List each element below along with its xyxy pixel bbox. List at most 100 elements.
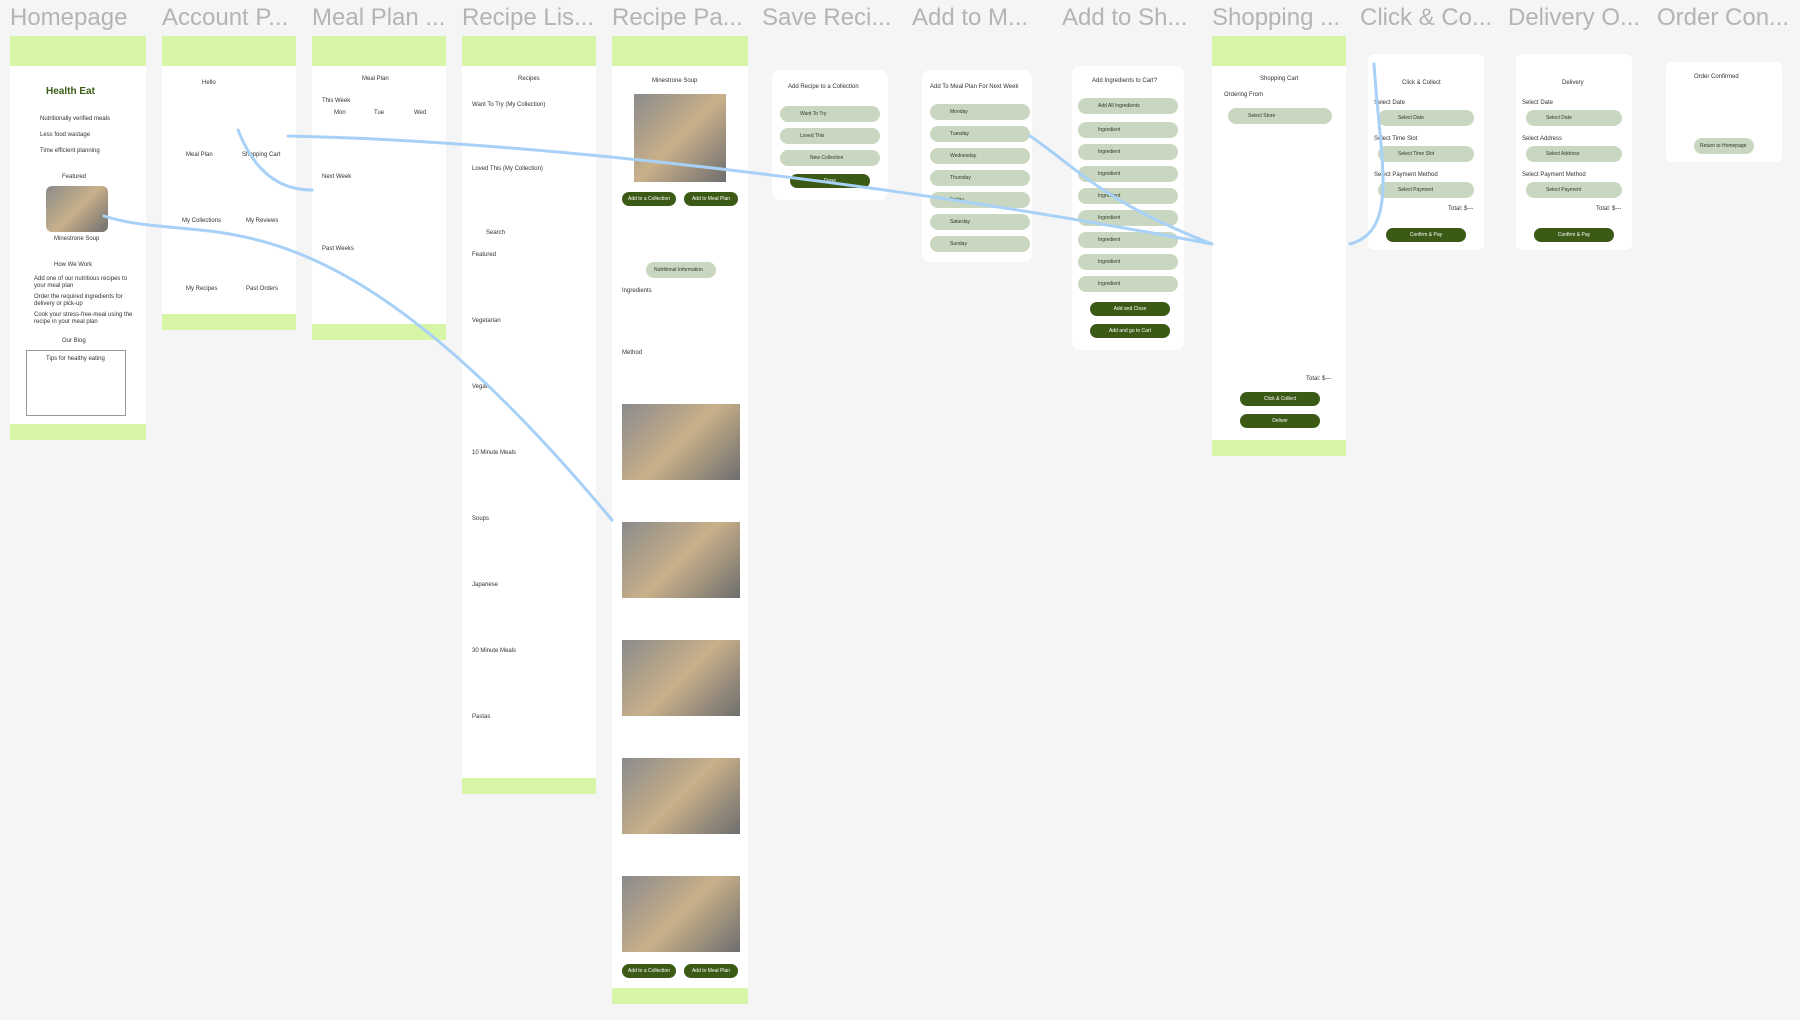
payment-select[interactable]: Select Payment [1526, 182, 1622, 198]
footer [10, 424, 146, 440]
day-label: Tue [374, 110, 385, 116]
frame-title: Add to Sh... [1062, 4, 1188, 31]
featured-heading: Featured [62, 174, 87, 180]
date-select[interactable]: Select Date [1378, 110, 1474, 126]
frame-title: Click & Co... [1360, 4, 1493, 31]
featured-image[interactable] [46, 186, 108, 232]
tile-my-reviews[interactable]: My Reviews [246, 218, 279, 224]
page-title: Click & Collect [1402, 80, 1441, 86]
tile-my-recipes[interactable]: My Recipes [186, 286, 218, 292]
app-header [10, 36, 146, 66]
payment-select[interactable]: Select Payment [1378, 182, 1474, 198]
day-option[interactable]: Wednesday [930, 148, 1030, 164]
frame-title: Save Reci... [762, 4, 892, 31]
ingredients-heading: Ingredients [622, 288, 652, 294]
day-option[interactable]: Friday [930, 192, 1030, 208]
tile-shopping-cart[interactable]: Shopping Cart [242, 152, 281, 158]
click-collect-button[interactable]: Click & Collect [1240, 392, 1320, 406]
add-and-close-button[interactable]: Add and Close [1090, 302, 1170, 316]
featured-dish: Minestrone Soup [54, 236, 100, 242]
tile-my-collections[interactable]: My Collections [182, 218, 222, 224]
add-to-meal-plan-button[interactable]: Add to Meal Plan [684, 964, 738, 978]
section-heading: Japanese [472, 582, 499, 588]
footer [612, 988, 748, 1004]
section-heading: Vegetarian [472, 318, 501, 324]
day-label: Mon [334, 110, 346, 116]
add-to-collection-button[interactable]: Add to a Collection [622, 192, 676, 206]
recipe-page-frame: Minestrone Soup Add to a Collection Add … [612, 36, 748, 1004]
nutrition-button[interactable]: Nutritional Information [646, 262, 716, 278]
modal-title: Add Recipe to a Collection [788, 84, 859, 90]
ingredient-option[interactable]: Ingredient [1078, 144, 1178, 160]
collection-option[interactable]: Loved This [780, 128, 880, 144]
confirm-pay-button[interactable]: Confirm & Pay [1386, 228, 1466, 242]
ingredient-option[interactable]: Ingredient [1078, 210, 1178, 226]
frame-title: Delivery O... [1508, 4, 1641, 31]
page-title: Recipes [518, 76, 540, 82]
add-to-shopping-frame: Add Ingredients to Cart? Add All Ingredi… [1072, 66, 1184, 350]
day-option[interactable]: Monday [930, 104, 1030, 120]
store-select[interactable]: Select Store [1228, 108, 1332, 124]
date-label: Select Date [1522, 100, 1554, 106]
day-option[interactable]: Sunday [930, 236, 1030, 252]
section-heading: Pastas [472, 714, 491, 720]
page-title: Order Confirmed [1694, 74, 1739, 80]
ingredient-option[interactable]: Ingredient [1078, 276, 1178, 292]
method-photo [622, 522, 740, 598]
step-item: Order the required ingredients for deliv… [34, 294, 123, 308]
footer [1212, 440, 1346, 456]
app-header [162, 36, 296, 66]
ingredient-option[interactable]: Ingredient [1078, 188, 1178, 204]
return-home-button[interactable]: Return to Homepage [1694, 138, 1754, 154]
section-heading: Vegan [472, 384, 490, 390]
footer [312, 324, 446, 340]
ingredient-option[interactable]: Add All Ingredients [1078, 98, 1178, 114]
method-photo [622, 640, 740, 716]
ingredient-option[interactable]: Ingredient [1078, 232, 1178, 248]
frame-title: Shopping ... [1212, 4, 1341, 31]
payment-label: Select Payment Method [1522, 172, 1586, 178]
method-photo [622, 876, 740, 952]
confirm-pay-button[interactable]: Confirm & Pay [1534, 228, 1614, 242]
ingredient-option[interactable]: Ingredient [1078, 166, 1178, 182]
add-and-go-to-cart-button[interactable]: Add and go to Cart [1090, 324, 1170, 338]
address-select[interactable]: Select Address [1526, 146, 1622, 162]
tile-meal-plan[interactable]: Meal Plan [186, 152, 213, 158]
deliver-button[interactable]: Deliver [1240, 414, 1320, 428]
meal-plan-frame: Meal Plan This Week Mon Tue Wed Next Wee… [312, 36, 446, 340]
method-heading: Method [622, 350, 643, 356]
search-input[interactable]: Search [486, 230, 506, 236]
time-select[interactable]: Select Time Slot [1378, 146, 1474, 162]
section-heading: Want To Try (My Collection) [472, 102, 546, 108]
order-total: Total: $--- [1596, 206, 1622, 212]
footer [162, 314, 296, 330]
frame-title: Recipe Pa... [612, 4, 743, 31]
day-option[interactable]: Tuesday [930, 126, 1030, 142]
past-weeks-heading: Past Weeks [322, 246, 354, 252]
app-header [1212, 36, 1346, 66]
add-to-collection-button[interactable]: Add to a Collection [622, 964, 676, 978]
benefit-item: Nutritionally verified meals [40, 116, 111, 122]
ingredient-option[interactable]: Ingredient [1078, 122, 1178, 138]
address-label: Select Address [1522, 136, 1563, 142]
add-to-meal-plan-button[interactable]: Add to Meal Plan [684, 192, 738, 206]
modal-title: Add To Meal Plan For Next Week [930, 84, 1019, 90]
frame-title: Meal Plan ... [312, 4, 446, 31]
time-label: Select Time Slot [1374, 136, 1418, 142]
day-option[interactable]: Saturday [930, 214, 1030, 230]
day-option[interactable]: Thursday [930, 170, 1030, 186]
done-button[interactable]: Done [790, 174, 870, 188]
frame-title: Recipe Lis... [462, 4, 595, 31]
blog-heading: Our Blog [62, 338, 86, 344]
ingredient-option[interactable]: Ingredient [1078, 254, 1178, 270]
brand-logo: Health Eat [46, 86, 95, 97]
benefit-item: Less food wastage [40, 132, 91, 138]
recipe-image [634, 94, 726, 182]
frame-title: Account P... [162, 4, 289, 31]
section-heading: 30 Minute Meals [472, 648, 517, 654]
collection-option[interactable]: Want To Try [780, 106, 880, 122]
date-select[interactable]: Select Date [1526, 110, 1622, 126]
new-collection-button[interactable]: New Collection [780, 150, 880, 166]
tile-past-orders[interactable]: Past Orders [246, 286, 279, 292]
